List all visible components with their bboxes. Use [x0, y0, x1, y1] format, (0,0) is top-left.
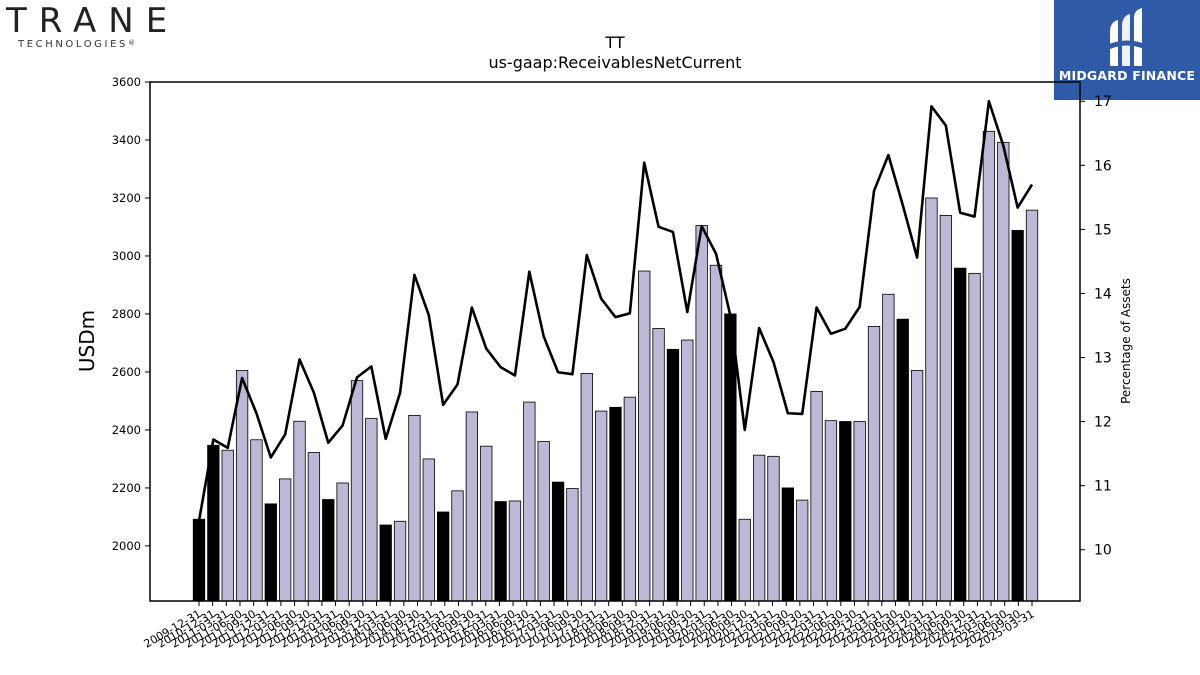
- bar-43: [810, 390, 823, 602]
- bar-6: [279, 478, 292, 602]
- bar-34: [681, 339, 694, 602]
- trane-logo-sub-text: TECHNOLOGIES: [18, 39, 128, 50]
- y-tick-label-4: 2800: [112, 307, 141, 321]
- midgard-mark-icon: [1104, 8, 1150, 66]
- bar-4: [250, 439, 263, 602]
- line-layer: [197, 99, 1034, 522]
- bar-27: [580, 372, 593, 602]
- bar-41: [781, 487, 794, 602]
- bar-8: [307, 452, 321, 602]
- bar-13: [379, 524, 392, 602]
- y-tick-label-6: 3200: [112, 191, 141, 205]
- bar-28: [594, 410, 608, 602]
- bar-58: [1025, 209, 1039, 602]
- bar-25: [551, 481, 565, 602]
- y-axis-label: USDm: [75, 310, 99, 372]
- chart-subtitle: us-gaap:ReceivablesNetCurrent: [488, 53, 741, 72]
- bar-31: [638, 270, 651, 602]
- bar-10: [336, 482, 349, 602]
- bar-26: [566, 488, 579, 602]
- bar-14: [393, 520, 407, 602]
- chart-title: TT: [604, 33, 624, 52]
- bar-35: [695, 225, 708, 602]
- bar-11: [350, 380, 364, 602]
- bar-24: [537, 441, 550, 602]
- y-tick-label-8: 3600: [112, 75, 141, 89]
- bar-3: [235, 370, 249, 602]
- y-tick-label-2: 2400: [112, 423, 141, 437]
- trane-logo-tm: ®: [127, 39, 135, 47]
- y2-axis-label: Percentage of Assets: [1119, 278, 1133, 404]
- y2-tick-label-7: 17: [1094, 94, 1112, 110]
- bar-23: [523, 401, 536, 602]
- bar-42: [796, 499, 809, 602]
- y-tick-label-5: 3000: [112, 249, 141, 263]
- bar-47: [867, 326, 881, 602]
- bar-21: [494, 501, 507, 602]
- bar-16: [422, 458, 435, 602]
- bar-12: [365, 417, 378, 602]
- midgard-finance-name: MIDGARD FINANCE: [1058, 68, 1196, 83]
- bar-7: [293, 420, 306, 602]
- bar-57: [1011, 230, 1024, 602]
- plot-frame: [149, 81, 1081, 602]
- bar-18: [451, 490, 464, 602]
- bar-29: [609, 406, 622, 602]
- bar-56: [997, 141, 1010, 602]
- bar-15: [408, 415, 421, 602]
- y2-tick-label-4: 14: [1094, 286, 1112, 302]
- midgard-finance-logo: MIDGARD FINANCE: [1054, 0, 1200, 100]
- bar-48: [882, 293, 895, 602]
- y-tick-label-3: 2600: [112, 365, 141, 379]
- trane-technologies-logo: TRANE TECHNOLOGIES®: [6, 4, 167, 50]
- y2-tick-label-2: 12: [1094, 415, 1112, 431]
- bar-40: [767, 455, 780, 602]
- trane-logo-word: TRANE: [6, 1, 180, 41]
- bar-33: [666, 348, 680, 602]
- y-tick-label-0: 2000: [112, 539, 141, 553]
- bar-50: [910, 370, 924, 602]
- y-tick-label-7: 3400: [112, 133, 141, 147]
- bar-0: [192, 518, 206, 602]
- bar-36: [709, 264, 723, 602]
- bar-5: [264, 503, 277, 602]
- bar-22: [508, 500, 522, 602]
- bars-layer: [192, 130, 1039, 602]
- y2-tick-label-5: 15: [1094, 222, 1112, 238]
- bar-30: [623, 396, 637, 602]
- pct-assets-line: [197, 99, 1034, 522]
- bar-44: [824, 420, 838, 602]
- trane-logo-subtitle: TECHNOLOGIES®: [18, 39, 135, 50]
- y2-tick-label-6: 16: [1094, 158, 1112, 174]
- bar-46: [853, 421, 866, 602]
- bar-17: [437, 511, 450, 602]
- bar-9: [322, 499, 335, 602]
- bar-49: [896, 318, 909, 602]
- y2-tick-label-0: 10: [1094, 543, 1112, 559]
- bar-19: [465, 411, 479, 602]
- bar-2: [221, 449, 234, 602]
- bar-55: [982, 130, 996, 602]
- bar-32: [652, 328, 665, 602]
- bar-54: [968, 272, 981, 602]
- bar-53: [954, 267, 967, 602]
- bar-39: [752, 454, 766, 602]
- bar-52: [939, 214, 952, 602]
- bar-38: [738, 518, 751, 602]
- bar-45: [839, 421, 852, 602]
- bar-20: [480, 445, 493, 602]
- y-tick-label-1: 2200: [112, 481, 141, 495]
- bar-51: [925, 197, 938, 602]
- y2-tick-label-1: 11: [1094, 479, 1112, 495]
- y2-tick-label-3: 13: [1094, 351, 1112, 367]
